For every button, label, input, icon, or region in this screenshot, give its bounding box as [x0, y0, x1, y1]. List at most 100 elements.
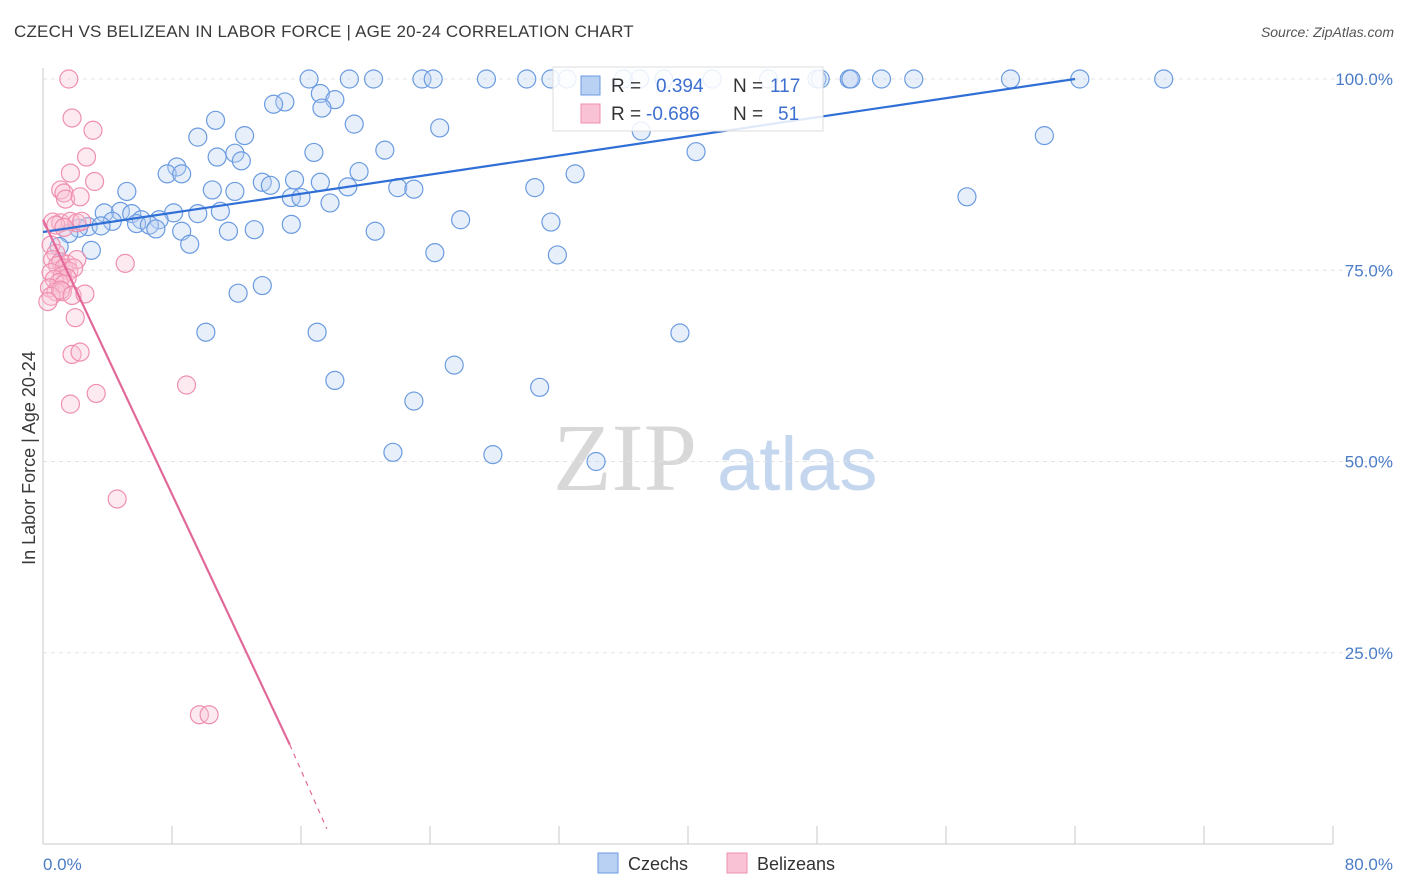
czech-point [365, 221, 385, 241]
czech-point [117, 181, 137, 202]
czech-point [325, 370, 345, 391]
czech-point [202, 180, 222, 200]
belizean-point [189, 705, 210, 725]
legend-r-value-czechs: 0.394 [656, 76, 704, 97]
series-legend: Czechs Belizeans [597, 852, 835, 874]
belizean-point [62, 344, 82, 364]
belizean-point [60, 394, 81, 414]
belizeans-points [38, 69, 219, 725]
x-tick-label-max: 80.0% [1345, 855, 1393, 874]
belizean-point [38, 292, 58, 312]
y-tick-label: 25.0% [1345, 644, 1393, 663]
czech-point [157, 164, 177, 184]
legend-r-label-belizeans: R = [611, 104, 641, 125]
czech-point [196, 322, 216, 342]
watermark-atlas: atlas [717, 422, 878, 507]
czech-point [1154, 69, 1174, 89]
czech-point [363, 69, 384, 89]
belizean-point [59, 69, 79, 89]
czech-point [172, 164, 192, 184]
correlation-legend: R = 0.394 N = 117 R = -0.686 N = 51 [552, 66, 824, 132]
czech-point [412, 69, 432, 89]
czech-point [425, 243, 445, 263]
legend-r-label-czechs: R = [611, 76, 641, 97]
legend-swatch-czechs [580, 75, 601, 96]
belizean-point [86, 383, 106, 404]
czech-point [310, 83, 330, 104]
y-tick-label: 75.0% [1345, 261, 1393, 280]
czech-point [383, 442, 403, 462]
czech-point [1000, 69, 1021, 89]
czech-point [871, 69, 892, 89]
czech-point [375, 140, 395, 160]
czech-point [686, 142, 706, 162]
belizean-point [51, 280, 71, 300]
czech-point [180, 234, 200, 254]
czech-point [444, 355, 464, 375]
czech-point [310, 172, 330, 192]
czech-point [320, 193, 340, 213]
czechs-trend-line [42, 77, 1076, 234]
belizean-point [60, 163, 81, 183]
czech-point [451, 210, 471, 230]
czech-point [234, 126, 255, 146]
czech-point [291, 187, 311, 208]
czech-point [525, 178, 545, 198]
czech-point [483, 445, 503, 465]
czech-point [841, 69, 861, 89]
belizeans-trend-line [42, 219, 291, 746]
czech-point [188, 127, 208, 147]
belizean-point [84, 171, 105, 192]
czech-point [275, 92, 295, 112]
czech-point [344, 114, 364, 134]
belizean-point [83, 120, 103, 140]
czech-point [404, 179, 424, 199]
czech-point [541, 212, 561, 232]
legend-swatch-belizeans [580, 103, 601, 124]
x-tick-label-min: 0.0% [43, 855, 82, 874]
belizean-point [115, 253, 135, 273]
czech-point [263, 94, 284, 114]
czech-point [565, 164, 585, 184]
x-ticks [42, 826, 1334, 844]
y-axis-label: In Labor Force | Age 20-24 [19, 351, 39, 565]
belizean-point [107, 489, 127, 509]
czech-point [281, 214, 301, 234]
source-credit: Source: ZipAtlas.com [1260, 24, 1394, 40]
czech-point [404, 391, 424, 411]
series-legend-label-czechs: Czechs [628, 854, 688, 874]
series-legend-swatch-czechs [597, 852, 619, 874]
belizean-point [176, 375, 197, 395]
czech-point [304, 142, 324, 163]
czech-point [252, 275, 272, 296]
watermark-zip: ZIP [553, 404, 697, 511]
czech-point [228, 283, 248, 303]
belizean-point [41, 286, 61, 306]
czech-point [225, 181, 245, 202]
czech-point [1034, 126, 1054, 146]
czech-point [670, 323, 690, 343]
czech-point [957, 187, 977, 207]
belizean-point [62, 108, 82, 128]
czech-point [81, 240, 101, 260]
czech-point [218, 221, 239, 241]
czech-point [547, 245, 567, 265]
series-legend-swatch-belizeans [726, 852, 748, 874]
czech-point [517, 69, 537, 89]
czech-point [231, 151, 251, 171]
legend-r-value-belizeans: -0.686 [646, 104, 700, 125]
y-tick-label: 100.0% [1335, 70, 1393, 89]
belizeans-trend-extension [289, 744, 328, 829]
czech-point [904, 69, 924, 89]
belizean-point [70, 187, 90, 207]
czechs-points [49, 69, 1174, 472]
y-tick-labels: 100.0% 75.0% 50.0% 25.0% [1335, 70, 1393, 663]
legend-n-label-czechs: N = [733, 76, 763, 97]
chart-title: CZECH VS BELIZEAN IN LABOR FORCE | AGE 2… [14, 22, 634, 41]
czech-point [207, 147, 227, 167]
czech-point [423, 69, 443, 89]
czech-point [146, 219, 166, 239]
czech-point [476, 69, 497, 89]
belizean-point [65, 308, 85, 328]
